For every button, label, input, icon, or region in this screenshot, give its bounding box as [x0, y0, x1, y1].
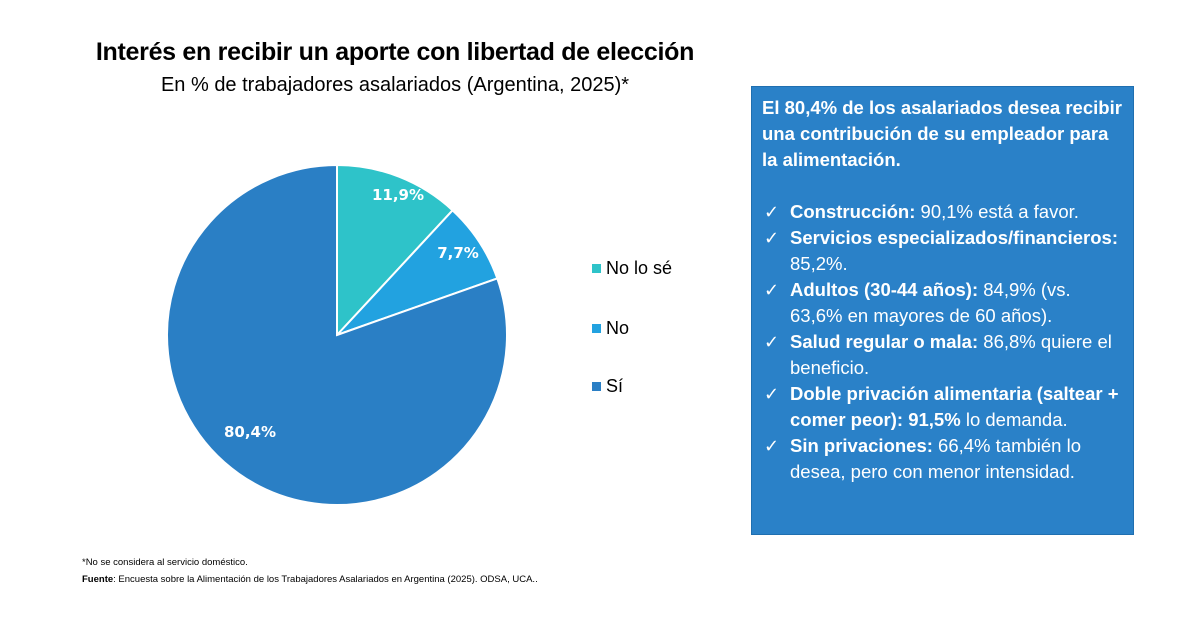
legend-label: Sí: [606, 376, 624, 396]
finding-text: 90,1% está a favor.: [915, 201, 1079, 222]
finding-text: 66,4% también lo desea, pero con menor i…: [790, 435, 1081, 482]
finding-item: ✓ Adultos (30-44 años): 84,9% (vs. 63,6% …: [762, 277, 1123, 329]
finding-label: Doble privación alimentaria (saltear + c…: [790, 383, 1119, 430]
chart-subtitle: En % de trabajadores asalariados (Argent…: [160, 74, 630, 96]
check-icon: ✓: [764, 228, 780, 248]
pie-data-label: 80,4%: [224, 423, 276, 441]
finding-item: ✓ Construcción: 90,1% está a favor.: [762, 199, 1123, 225]
chart-title: Interés en recibir un aporte con liberta…: [95, 38, 695, 66]
key-findings-heading: El 80,4% de los asalariados desea recibi…: [762, 97, 1122, 170]
pie-chart: 11,9% 7,7% 80,4%: [166, 163, 508, 506]
source-label: Fuente: [82, 574, 114, 585]
check-icon: ✓: [764, 332, 780, 352]
source-note: Fuente: Encuesta sobre la Alimentación d…: [82, 574, 538, 585]
pie-data-label: 11,9%: [372, 186, 424, 204]
legend-swatch: [592, 264, 601, 273]
finding-item: ✓ Servicios especializados/financieros: 8…: [762, 225, 1123, 277]
legend-label: No lo sé: [606, 258, 673, 278]
source-text: : Encuesta sobre la Alimentación de los …: [113, 574, 538, 585]
key-findings-box: El 80,4% de los asalariados desea recibi…: [751, 86, 1134, 535]
check-icon: ✓: [764, 436, 780, 456]
finding-label: Salud regular o mala:: [790, 331, 979, 352]
legend-item-no: No: [592, 318, 629, 339]
pie-slice-s-: [166, 163, 508, 506]
legend-label: No: [606, 318, 630, 338]
finding-text: 85,2%.: [790, 253, 848, 274]
check-icon: ✓: [764, 280, 780, 300]
finding-text: 84,9% (vs. 63,6% en mayores de 60 años).: [790, 279, 1071, 326]
footnote: *No se considera al servicio doméstico.: [82, 557, 248, 568]
finding-item: ✓ Salud regular o mala: 86,8% quiere el b…: [762, 329, 1123, 381]
finding-item: ✓ Sin privaciones: 66,4% también lo desea…: [762, 433, 1123, 485]
finding-label: Construcción:: [790, 201, 916, 222]
check-icon: ✓: [764, 202, 780, 222]
finding-label: Sin privaciones:: [790, 435, 933, 456]
legend-swatch: [592, 382, 601, 391]
finding-text: 86,8% quiere el beneficio.: [790, 331, 1112, 378]
finding-label: Servicios especializados/financieros:: [790, 227, 1119, 248]
legend-item-no-lo-se: No lo sé: [592, 258, 672, 279]
finding-label: Adultos (30-44 años):: [790, 279, 979, 300]
finding-item: ✓ Doble privación alimentaria (saltear + …: [762, 381, 1123, 433]
finding-text: lo demanda.: [960, 409, 1068, 430]
legend-swatch: [592, 324, 601, 333]
key-findings-list: ✓ Construcción: 90,1% está a favor. ✓ Serv…: [762, 199, 1123, 485]
check-icon: ✓: [764, 384, 780, 404]
pie-slice-no-lo-s-: [336, 163, 455, 338]
legend-item-si: Sí: [592, 376, 623, 397]
pie-data-label: 7,7%: [437, 244, 479, 262]
